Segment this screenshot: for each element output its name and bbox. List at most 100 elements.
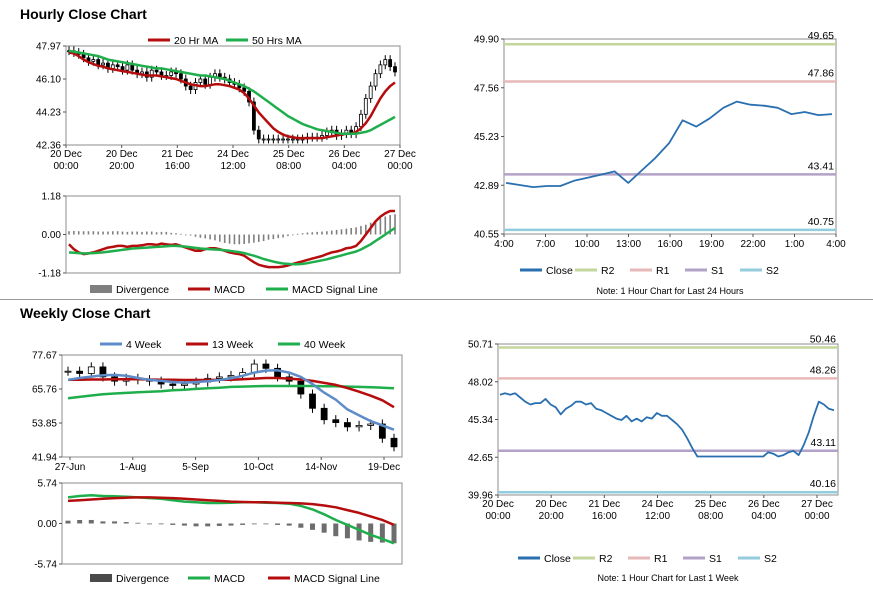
hourly-price-xtick-label: 00:00 bbox=[53, 161, 78, 172]
weekly-divergence-bar bbox=[216, 523, 222, 526]
hourly-close-ytick-label: 40.55 bbox=[474, 230, 499, 241]
weekly-price-xtick-label: 27-Jun bbox=[55, 462, 86, 473]
hourly-divergence-bar bbox=[248, 234, 250, 244]
weekly-close-level-label-r1: 48.26 bbox=[810, 364, 836, 376]
weekly-divergence-bar bbox=[205, 523, 211, 527]
hourly-candle bbox=[208, 76, 213, 85]
weekly-close-ytick-label: 45.34 bbox=[468, 415, 493, 426]
weekly-close-ytick-label: 42.65 bbox=[468, 453, 493, 464]
hourly-divergence-bar bbox=[365, 224, 367, 235]
hourly-candle bbox=[388, 59, 393, 68]
hourly-legend-macd-label: MACD bbox=[214, 284, 245, 296]
weekly-divergence-bar bbox=[147, 523, 152, 525]
weekly-close-xtick-label: 12:00 bbox=[645, 511, 670, 522]
hourly-divergence-bar bbox=[350, 227, 353, 235]
hourly-divergence-bar bbox=[360, 226, 362, 235]
hourly-candle bbox=[271, 138, 276, 141]
weekly-ma13-line bbox=[68, 376, 395, 409]
hourly-divergence-bar bbox=[199, 234, 202, 238]
hourly-close-note: Note: 1 Hour Chart for Last 24 Hours bbox=[596, 286, 744, 296]
weekly-legend-divergence-label: Divergence bbox=[116, 573, 169, 585]
weekly-ma4-line bbox=[67, 369, 395, 431]
weekly-legend-ma40-label: 40 Week bbox=[304, 339, 346, 351]
hourly-close-close-line bbox=[505, 100, 833, 189]
hourly-divergence-bar bbox=[277, 234, 280, 239]
hourly-divergence-bar bbox=[189, 234, 192, 236]
hourly-candle bbox=[115, 64, 120, 68]
hourly-divergence-bar bbox=[321, 231, 323, 235]
hourly-candle bbox=[261, 138, 266, 141]
hourly-divergence-bar bbox=[219, 234, 221, 242]
hourly-price-xtick-label: 12:00 bbox=[220, 161, 245, 172]
weekly-close-level-label-r2: 50.46 bbox=[810, 334, 836, 346]
hourly-close-ytick-label: 47.56 bbox=[474, 83, 499, 94]
hourly-price-xtick-label: 08:00 bbox=[276, 161, 301, 172]
weekly-candle bbox=[169, 383, 177, 386]
weekly-candle bbox=[262, 363, 270, 369]
hourly-divergence-bar bbox=[146, 231, 148, 235]
hourly-price-ytick-label: 42.36 bbox=[36, 141, 61, 152]
hourly-price-ytick-label: 44.23 bbox=[36, 108, 61, 119]
weekly-macd-ytick-label: 0.00 bbox=[38, 519, 58, 530]
hourly-legend-divergence-label: Divergence bbox=[116, 284, 169, 296]
weekly-divergence-bar bbox=[181, 523, 187, 526]
hourly-divergence-bar bbox=[394, 214, 396, 235]
hourly-divergence-bar bbox=[257, 234, 260, 243]
weekly-divergence-bar bbox=[112, 521, 118, 524]
hourly-divergence-bar bbox=[68, 231, 70, 235]
weekly-close-xtick-label: 24 Dec bbox=[642, 499, 674, 510]
weekly-chart-title: Weekly Close Chart bbox=[20, 305, 151, 321]
hourly-divergence-bar bbox=[326, 231, 328, 235]
weekly-price-ytick-label: 65.76 bbox=[32, 385, 57, 396]
hourly-divergence-bar bbox=[82, 231, 85, 235]
weekly-candle bbox=[76, 370, 84, 374]
hourly-candle bbox=[359, 113, 363, 128]
hourly-price-ytick-label: 46.10 bbox=[36, 75, 61, 86]
hourly-divergence-bar bbox=[238, 234, 241, 245]
hourly-divergence-bar bbox=[345, 228, 348, 235]
hourly-divergence-bar bbox=[335, 229, 338, 235]
hourly-divergence-bar bbox=[301, 233, 304, 235]
hourly-candle bbox=[198, 78, 203, 83]
hourly-candle bbox=[203, 78, 208, 85]
hourly-divergence-bar bbox=[204, 234, 207, 239]
weekly-divergence-bar bbox=[321, 523, 327, 533]
hourly-divergence-bar bbox=[389, 214, 391, 235]
hourly-divergence-bar bbox=[131, 231, 134, 235]
weekly-close-xtick-label: 20:00 bbox=[539, 511, 564, 522]
hourly-candle bbox=[281, 138, 285, 141]
weekly-close-xtick-label: 00:00 bbox=[804, 511, 829, 522]
hourly-macd-frame bbox=[65, 195, 401, 274]
weekly-price-ytick-label: 41.94 bbox=[32, 453, 57, 464]
hourly-price-xtick-label: 20:00 bbox=[109, 161, 134, 172]
hourly-candle bbox=[393, 66, 397, 73]
hourly-divergence-bar bbox=[170, 232, 172, 235]
hourly-close-level-label-s2: 40.75 bbox=[808, 216, 834, 228]
hourly-divergence-bar bbox=[379, 218, 382, 235]
hourly-close-legend-s1-label: S1 bbox=[711, 265, 724, 277]
hourly-price-xtick-label: 04:00 bbox=[332, 161, 357, 172]
weekly-candle bbox=[309, 393, 316, 409]
weekly-price-xtick-label: 14-Nov bbox=[305, 462, 337, 473]
hourly-close-xtick-label: 19:00 bbox=[699, 239, 724, 250]
weekly-close-plot-frame bbox=[497, 343, 839, 496]
hourly-close-plot-frame bbox=[503, 38, 837, 235]
weekly-close-ytick-label: 39.96 bbox=[468, 491, 493, 502]
hourly-close-xtick-label: 10:00 bbox=[574, 239, 599, 250]
weekly-candle bbox=[227, 375, 235, 378]
hourly-close-level-label-r2: 49.65 bbox=[808, 30, 834, 42]
weekly-price-ytick-label: 53.85 bbox=[32, 419, 57, 430]
weekly-price-frame bbox=[61, 354, 403, 458]
weekly-divergence-bar bbox=[391, 523, 397, 544]
hourly-price-ytick-label: 47.97 bbox=[36, 42, 61, 53]
weekly-close-legend-r2-label: R2 bbox=[599, 553, 613, 565]
weekly-divergence-bar bbox=[275, 523, 281, 525]
weekly-close-level-label-s1: 43.11 bbox=[811, 437, 837, 449]
weekly-candle bbox=[215, 376, 223, 379]
weekly-price-ytick-label: 77.67 bbox=[32, 351, 57, 362]
hourly-macd-ytick-label: 1.18 bbox=[42, 192, 62, 203]
weekly-close-xtick-label: 08:00 bbox=[698, 511, 723, 522]
weekly-divergence-bar bbox=[333, 523, 339, 537]
weekly-close-legend-r1-label: R1 bbox=[654, 553, 668, 565]
hourly-divergence-bar bbox=[92, 231, 95, 235]
